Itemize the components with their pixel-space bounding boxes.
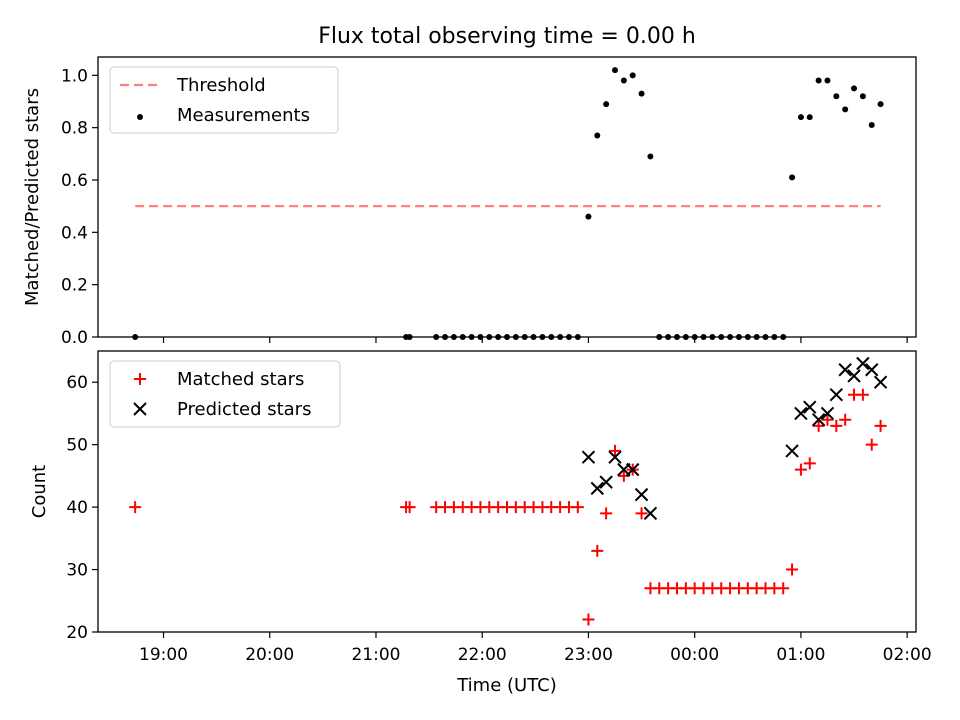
matched-point bbox=[600, 507, 613, 520]
y-tick-label: 30 bbox=[66, 561, 88, 581]
measurement-point bbox=[629, 72, 636, 79]
legend-predicted-swatch bbox=[133, 402, 147, 416]
measurement-point bbox=[833, 93, 840, 100]
x-tick-label: 22:00 bbox=[458, 645, 507, 665]
predicted-point bbox=[643, 506, 658, 521]
matched-point bbox=[821, 413, 834, 426]
matched-point bbox=[856, 388, 869, 401]
measurement-point bbox=[806, 114, 813, 121]
measurement-point bbox=[824, 77, 831, 84]
y-tick-label: 0.2 bbox=[61, 276, 88, 296]
measurement-point bbox=[842, 106, 849, 113]
measurement-point bbox=[638, 90, 645, 97]
bottom-ylabel: Count bbox=[29, 465, 50, 518]
predicted-point bbox=[829, 388, 844, 402]
predicted-point bbox=[811, 412, 826, 427]
bottom-panel: 20 30 40 50 60 19:00 20:00 21:00 22:00 23:00 00:00… bbox=[29, 350, 932, 696]
measurement-point bbox=[859, 93, 866, 100]
y-tick-label: 0.0 bbox=[61, 328, 88, 348]
predicted-point bbox=[581, 450, 596, 464]
legend-label: Predicted stars bbox=[177, 399, 311, 420]
legend-label: Threshold bbox=[176, 75, 266, 96]
predicted-point bbox=[626, 462, 640, 477]
y-tick-label: 20 bbox=[66, 623, 88, 643]
x-axis-label: Time (UTC) bbox=[456, 675, 557, 696]
predicted-point bbox=[794, 406, 808, 421]
y-tick-label: 0.4 bbox=[61, 223, 88, 243]
predicted-point bbox=[803, 400, 817, 414]
predicted-point bbox=[608, 450, 622, 464]
predicted-point bbox=[856, 356, 870, 371]
plot-frame bbox=[97, 56, 917, 338]
predicted-point bbox=[820, 406, 835, 421]
chart-title: Flux total observing time = 0.00 h bbox=[318, 24, 696, 49]
matched-point bbox=[874, 419, 887, 432]
series-matched-stars bbox=[129, 388, 887, 626]
legend-measurement-swatch bbox=[137, 114, 143, 120]
predicted-point bbox=[838, 363, 852, 377]
predicted-point bbox=[590, 481, 605, 496]
matched-point bbox=[591, 544, 604, 557]
measurement-point bbox=[797, 114, 804, 121]
matched-point bbox=[830, 419, 843, 432]
predicted-point bbox=[785, 444, 799, 458]
top-ylabel: Matched/Predicted stars bbox=[22, 88, 43, 306]
x-tick-label: 21:00 bbox=[351, 645, 400, 665]
y-tick-label: 40 bbox=[66, 498, 88, 518]
measurement-point bbox=[851, 85, 858, 92]
measurement-point bbox=[585, 213, 592, 220]
matched-point bbox=[635, 507, 648, 520]
x-tick-label: 00:00 bbox=[670, 645, 719, 665]
matched-point bbox=[582, 613, 595, 626]
matched-point bbox=[403, 501, 416, 514]
predicted-point bbox=[865, 363, 879, 377]
measurement-point bbox=[612, 67, 619, 74]
x-tick-label: 23:00 bbox=[564, 645, 613, 665]
legend-matched-swatch bbox=[134, 373, 146, 385]
x-tick-label: 01:00 bbox=[776, 645, 825, 665]
matched-point bbox=[571, 501, 584, 514]
matched-point bbox=[129, 501, 142, 514]
y-tick-label: 0.8 bbox=[61, 119, 88, 139]
measurement-point bbox=[868, 122, 875, 129]
x-tick-label: 02:00 bbox=[883, 645, 932, 665]
top-panel: 0.0 0.2 0.4 0.6 0.8 1.0 Matched/Predicted sta… bbox=[22, 56, 917, 348]
matched-point bbox=[812, 419, 825, 432]
matched-point bbox=[794, 463, 807, 476]
plot-frame bbox=[97, 350, 917, 633]
measurement-point bbox=[603, 101, 610, 108]
y-tick-label: 50 bbox=[66, 436, 88, 456]
predicted-point bbox=[847, 369, 861, 383]
top-legend: Threshold Measurements bbox=[109, 66, 339, 134]
y-tick-label: 60 bbox=[66, 373, 88, 393]
matched-point bbox=[609, 444, 622, 457]
measurement-point bbox=[594, 132, 601, 139]
x-tick-label: 20:00 bbox=[245, 645, 294, 665]
matched-point bbox=[786, 563, 799, 576]
measurement-point bbox=[620, 77, 627, 84]
matched-point bbox=[617, 469, 630, 482]
x-tick-label: 19:00 bbox=[139, 645, 188, 665]
y-tick-label: 1.0 bbox=[61, 66, 88, 86]
measurement-point bbox=[647, 153, 654, 160]
matched-point bbox=[839, 413, 852, 426]
series-predicted-stars bbox=[581, 356, 888, 521]
predicted-point bbox=[873, 375, 888, 389]
y-tick-label: 0.6 bbox=[61, 171, 88, 191]
matched-point bbox=[803, 457, 816, 470]
measurement-point bbox=[815, 77, 822, 84]
legend-box bbox=[109, 66, 339, 134]
predicted-point bbox=[634, 487, 649, 502]
legend-box bbox=[109, 360, 341, 428]
matched-point bbox=[777, 582, 790, 595]
predicted-point bbox=[599, 475, 613, 489]
legend-label: Measurements bbox=[177, 105, 310, 126]
legend-label: Matched stars bbox=[177, 369, 304, 390]
measurement-point bbox=[789, 174, 796, 181]
measurement-point bbox=[877, 101, 884, 108]
bottom-legend: Matched stars Predicted stars bbox=[109, 360, 341, 428]
matched-point bbox=[865, 438, 878, 451]
